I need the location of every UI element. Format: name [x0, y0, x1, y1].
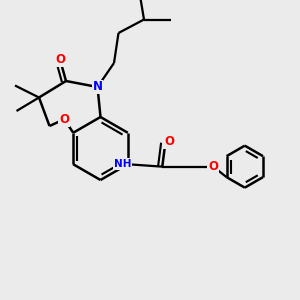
- Text: O: O: [208, 160, 218, 173]
- Text: O: O: [164, 135, 174, 148]
- Text: N: N: [92, 80, 103, 94]
- Text: NH: NH: [114, 159, 131, 169]
- Text: O: O: [55, 53, 65, 66]
- Text: O: O: [59, 113, 69, 126]
